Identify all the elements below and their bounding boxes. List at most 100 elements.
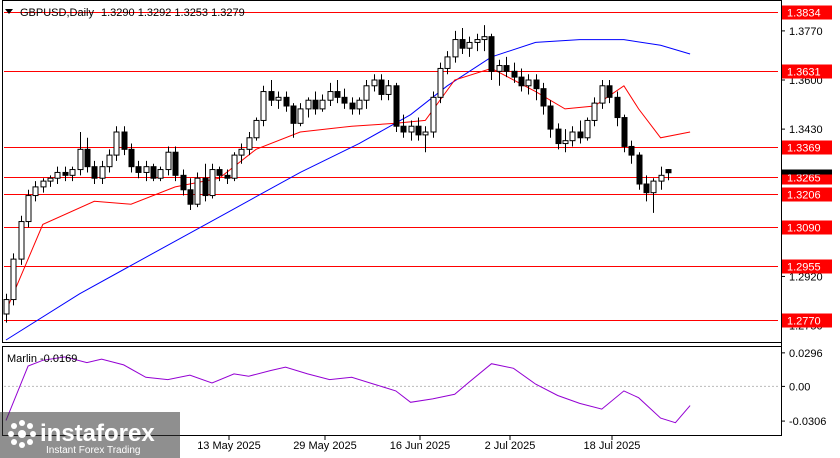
candle	[356, 97, 363, 115]
candle	[10, 253, 17, 306]
candle	[591, 97, 598, 127]
collapse-triangle-icon[interactable]	[5, 9, 13, 14]
candle	[614, 91, 621, 127]
candle	[540, 82, 547, 115]
candle	[54, 166, 61, 184]
candle	[496, 59, 503, 86]
candle	[327, 82, 334, 106]
candle	[466, 36, 473, 57]
candle	[40, 178, 47, 193]
current-price-badge	[782, 169, 832, 175]
moving-averages	[5, 39, 691, 341]
candle	[187, 178, 194, 210]
candle	[444, 51, 451, 75]
candle	[260, 85, 267, 127]
candle	[518, 68, 525, 92]
candle	[84, 137, 91, 173]
candle	[150, 163, 157, 182]
candle	[584, 117, 591, 141]
candle	[157, 166, 164, 182]
candle	[253, 117, 260, 141]
candle	[422, 126, 429, 153]
candle	[143, 160, 150, 182]
candle	[231, 152, 238, 182]
candle	[319, 94, 326, 112]
candle	[91, 160, 98, 184]
candle	[511, 62, 518, 83]
level-label: 1.2955	[787, 262, 821, 274]
candle	[275, 91, 282, 109]
candle	[77, 132, 84, 176]
price-tick-label: 1.3430	[789, 124, 823, 136]
candle	[194, 172, 201, 208]
candle	[283, 91, 290, 112]
candle	[363, 80, 370, 109]
candle	[312, 91, 319, 115]
candle	[577, 120, 584, 144]
date-tick-label: 16 Jun 2025	[390, 440, 451, 452]
candle	[547, 100, 554, 138]
instaforex-watermark: instaforex Instant Forex Trading	[0, 412, 180, 458]
candle	[341, 88, 348, 109]
level-label: 1.3090	[787, 223, 821, 235]
watermark-brand: instaforex	[40, 420, 155, 447]
oscillator-line	[5, 356, 691, 424]
candle	[606, 80, 613, 104]
oscillator-series	[4, 356, 778, 424]
candle	[47, 175, 54, 187]
oscillator-tick-label: 0.00	[789, 381, 810, 393]
ma-slow-line	[5, 39, 691, 341]
candle	[268, 80, 275, 106]
candle	[172, 146, 179, 182]
candle	[385, 80, 392, 101]
candle	[216, 166, 223, 182]
candle	[415, 117, 422, 141]
level-badge	[782, 187, 832, 202]
candle	[99, 160, 106, 184]
candle	[121, 126, 128, 156]
candle	[562, 129, 569, 153]
candle	[643, 175, 650, 202]
candle	[378, 74, 385, 101]
level-label: 1.3265	[787, 173, 821, 185]
candlestick-series	[3, 25, 672, 323]
candle	[393, 82, 400, 132]
candle	[305, 97, 312, 118]
level-badge	[782, 5, 832, 20]
candle	[650, 178, 657, 213]
candle	[69, 166, 76, 182]
candle	[371, 74, 378, 92]
candle	[62, 166, 69, 182]
candle	[503, 56, 510, 78]
ma-fast-line	[5, 67, 691, 312]
level-label: 1.3834	[787, 8, 821, 20]
ohlc-readout: 1.3290 1.3292 1.3253 1.3279	[101, 7, 245, 19]
candle	[202, 163, 209, 202]
candle	[334, 80, 341, 104]
candle	[106, 149, 113, 173]
candle	[180, 169, 187, 196]
candle	[430, 91, 437, 138]
candle	[658, 166, 665, 190]
level-label: 1.3631	[787, 67, 821, 79]
level-badge	[782, 64, 832, 79]
candle	[25, 189, 32, 228]
candle	[290, 103, 297, 138]
candle	[459, 28, 466, 54]
candle	[437, 62, 444, 104]
level-badge	[782, 220, 832, 235]
level-badge	[782, 259, 832, 274]
candle	[599, 80, 606, 109]
date-tick-label: 2 Jul 2025	[485, 440, 536, 452]
level-label: 1.2770	[787, 316, 821, 328]
oscillator-tick-label: 0.0296	[789, 348, 823, 360]
candle	[224, 169, 231, 184]
instaforex-logo-icon	[8, 420, 36, 448]
candle	[452, 30, 459, 63]
candle	[621, 114, 628, 153]
candle	[628, 140, 635, 164]
level-label: 1.3369	[787, 143, 821, 155]
candle	[665, 168, 672, 181]
candle	[555, 123, 562, 150]
